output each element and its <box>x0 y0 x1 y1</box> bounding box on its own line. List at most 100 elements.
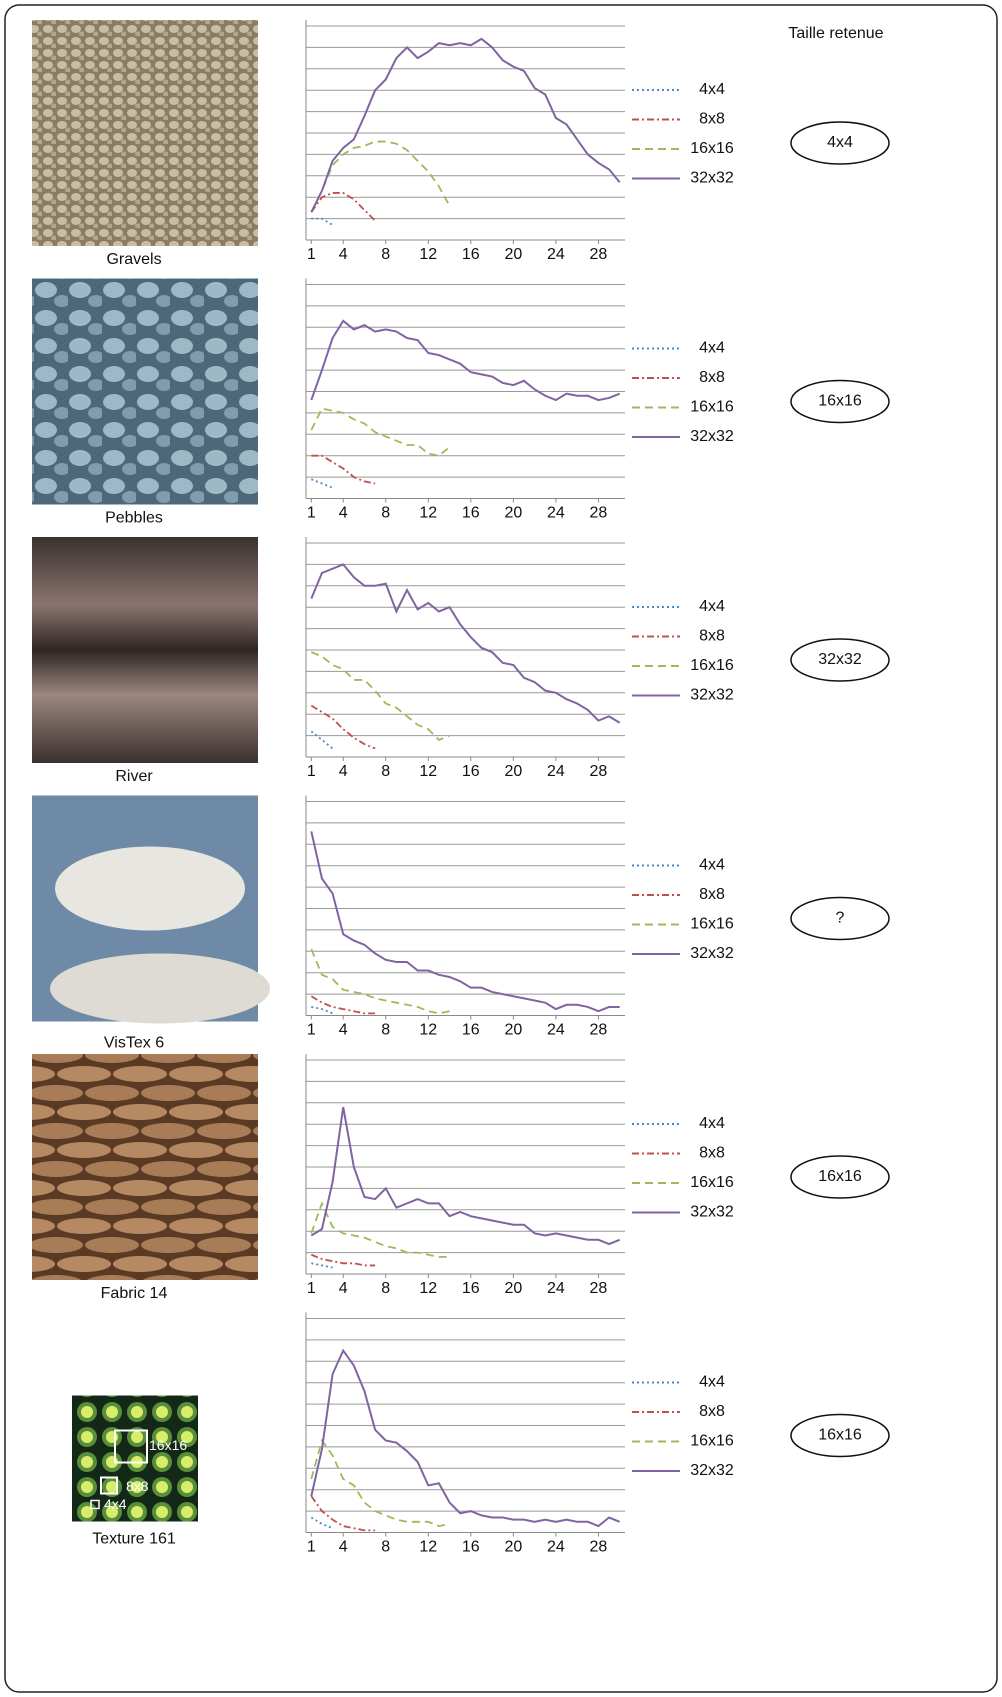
retained-size: 4x4 <box>827 134 853 151</box>
x-tick-label: 20 <box>504 1022 522 1039</box>
series-line <box>310 563 621 724</box>
texture-image <box>32 20 258 246</box>
series-line <box>310 1106 621 1246</box>
series-line <box>310 37 621 213</box>
x-tick-label: 8 <box>381 1280 390 1297</box>
legend-label: 4x4 <box>699 340 725 357</box>
window-16 <box>114 1429 148 1464</box>
cloud <box>55 846 245 931</box>
x-tick-label: 4 <box>339 1022 348 1039</box>
header: Taille retenue <box>788 25 883 42</box>
retained-oval <box>790 379 890 424</box>
legend-label: 8x8 <box>699 1403 725 1420</box>
legend-label: 8x8 <box>699 628 725 645</box>
x-tick-label: 16 <box>462 1280 480 1297</box>
series-line <box>310 831 620 1013</box>
x-tick-label: 20 <box>504 246 522 263</box>
x-tick-label: 12 <box>419 763 437 780</box>
x-tick-label: 20 <box>504 505 522 522</box>
x-tick-label: 8 <box>381 505 390 522</box>
x-tick-label: 24 <box>547 505 565 522</box>
series-line <box>310 1516 333 1530</box>
x-tick-label: 8 <box>381 1539 390 1556</box>
legend-label: 4x4 <box>699 857 725 874</box>
x-tick-label: 12 <box>419 1022 437 1039</box>
x-tick-label: 8 <box>381 1022 390 1039</box>
x-tick-label: 16 <box>462 246 480 263</box>
x-tick-label: 1 <box>307 1539 316 1556</box>
series-line <box>311 454 376 485</box>
x-tick-label: 12 <box>419 1280 437 1297</box>
image-label: VisTex 6 <box>104 1035 164 1052</box>
series-line <box>310 651 450 741</box>
series-line <box>311 217 334 226</box>
window-4 <box>90 1499 100 1510</box>
x-tick-label: 20 <box>504 763 522 780</box>
legend-label: 16x16 <box>690 916 734 933</box>
legend-label: 16x16 <box>690 140 734 157</box>
x-tick-label: 28 <box>590 1022 608 1039</box>
x-tick-label: 4 <box>339 1280 348 1297</box>
retained-oval <box>790 1155 890 1199</box>
x-tick-label: 12 <box>419 246 437 263</box>
retained-size: 16x16 <box>818 1168 862 1185</box>
x-tick-label: 1 <box>307 763 316 780</box>
series-line <box>310 407 451 457</box>
retained-oval <box>790 1413 890 1458</box>
x-tick-label: 8 <box>381 246 390 263</box>
legend-label: 8x8 <box>699 111 725 128</box>
series-line <box>310 1438 450 1528</box>
retained-size: 16x16 <box>818 1427 862 1444</box>
legend-label: 4x4 <box>699 81 725 98</box>
x-tick-label: 20 <box>504 1280 522 1297</box>
overlay-label: 4x4 <box>104 1496 127 1512</box>
x-tick-label: 24 <box>547 1280 565 1297</box>
texture-image <box>32 278 258 505</box>
image-label: Gravels <box>106 251 161 268</box>
retained-oval <box>790 896 890 941</box>
x-tick-label: 1 <box>307 1280 316 1297</box>
x-tick-label: 20 <box>504 1539 522 1556</box>
x-tick-label: 28 <box>590 1280 608 1297</box>
series-line <box>310 1495 376 1532</box>
x-tick-label: 4 <box>339 763 348 780</box>
series-line <box>310 704 376 750</box>
retained-size: ? <box>836 910 845 927</box>
legend-label: 16x16 <box>690 657 734 674</box>
series-line <box>310 1348 621 1528</box>
x-tick-label: 12 <box>419 505 437 522</box>
series-line <box>310 730 334 750</box>
legend-label: 32x32 <box>690 170 734 187</box>
cloud <box>50 953 270 1024</box>
retained-size: 32x32 <box>818 651 862 668</box>
image-label: Fabric 14 <box>101 1285 168 1302</box>
x-tick-label: 1 <box>307 505 316 522</box>
x-tick-label: 8 <box>381 763 390 780</box>
image-label: Texture 161 <box>92 1531 176 1548</box>
legend-label: 32x32 <box>690 687 734 704</box>
legend-label: 8x8 <box>699 369 725 386</box>
x-tick-label: 1 <box>307 246 316 263</box>
x-tick-label: 4 <box>339 1539 348 1556</box>
legend-label: 8x8 <box>699 886 725 903</box>
legend-label: 32x32 <box>690 428 734 445</box>
series-line <box>310 1200 450 1258</box>
series-line <box>310 319 621 402</box>
series-line <box>310 1253 376 1267</box>
retained-size: 16x16 <box>818 393 862 410</box>
image-label: River <box>115 768 153 785</box>
legend-label: 8x8 <box>699 1145 725 1162</box>
series-line <box>310 478 333 489</box>
legend-label: 4x4 <box>699 1115 725 1132</box>
legend-label: 16x16 <box>690 399 734 416</box>
x-tick-label: 24 <box>547 1539 565 1556</box>
legend-label: 4x4 <box>699 1374 725 1391</box>
series-line <box>310 948 450 1015</box>
x-tick-label: 24 <box>547 246 565 263</box>
image-label: Pebbles <box>105 510 163 527</box>
x-tick-label: 28 <box>590 246 608 263</box>
series-line <box>310 995 376 1015</box>
retained-oval <box>790 121 890 165</box>
